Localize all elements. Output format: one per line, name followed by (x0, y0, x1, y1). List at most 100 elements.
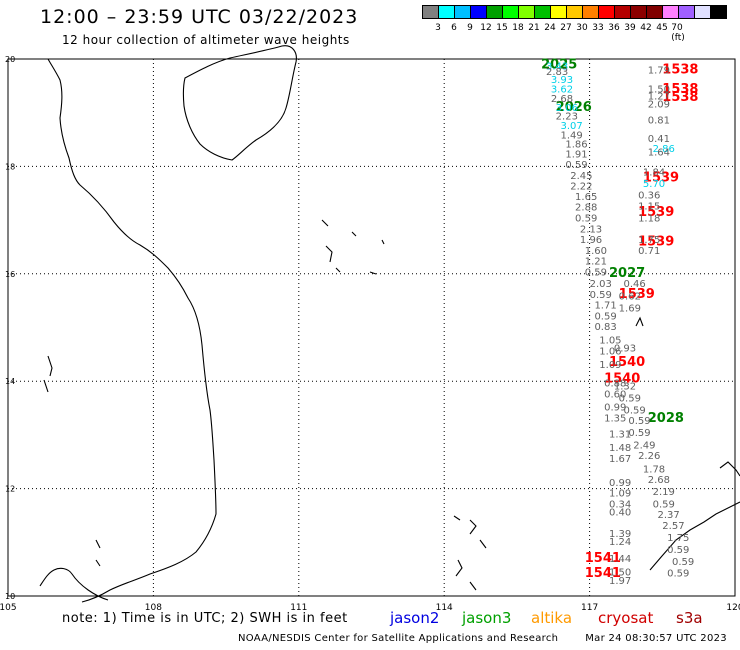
legend-label: 6 (451, 23, 457, 33)
pass-number-labels: 2025202620272028153815381538153915391539… (541, 58, 698, 582)
wave-height-value: 0.59 (565, 160, 587, 171)
wave-height-value: 3.93 (551, 75, 573, 86)
wave-height-value: 0.83 (594, 322, 616, 333)
pass-number-label: 1540 (604, 371, 640, 386)
wave-height-value: 0.59 (628, 428, 650, 439)
pass-number-label: 1538 (662, 62, 698, 77)
wave-height-value: 1.24 (609, 537, 631, 548)
wave-height-value: 0.36 (638, 191, 660, 202)
legend-label: 70 (ft) (671, 23, 685, 43)
wave-height-value: 0.59 (585, 267, 607, 278)
wave-height-value: 2.09 (648, 99, 670, 110)
pass-number-label: 1539 (619, 287, 655, 302)
wave-height-value: 3.62 (551, 84, 573, 95)
wave-height-value: 1.69 (619, 303, 641, 314)
wave-height-value: 1.86 (565, 140, 587, 151)
wave-height-value: 1.50 (609, 568, 631, 579)
wave-height-value: 3.43 (546, 62, 568, 73)
wave-height-value: 1.65 (575, 192, 597, 203)
pass-number-label: 1539 (643, 170, 679, 185)
chart-title: 12:00 – 23:59 UTC 03/22/2023 (40, 6, 359, 28)
latitude-tick-label: 18 (5, 162, 15, 171)
legend-label: 15 (496, 23, 508, 33)
wave-height-value: 0.93 (614, 344, 636, 355)
wave-height-value: 0.99 (609, 478, 631, 489)
coastline (39, 45, 740, 603)
legend-label: 42 (640, 23, 652, 33)
longitude-tick-label: 114 (436, 603, 453, 613)
philippines-coastline (43, 316, 740, 591)
wave-height-value: 1.60 (585, 246, 607, 257)
legend-label: 45 (656, 23, 668, 33)
wave-height-value: 1.75 (638, 235, 660, 246)
wave-height-value: 1.05 (599, 336, 621, 347)
wave-height-value: 1.64 (648, 148, 670, 159)
longitude-tick-label: 117 (581, 603, 598, 613)
legend-label: 18 (512, 23, 524, 33)
wave-height-value: 0.81 (648, 115, 670, 126)
wave-height-value: 3.07 (561, 121, 583, 132)
lat-lon-grid (7, 58, 736, 597)
paracel-islands (321, 219, 385, 275)
wave-height-value: 1.31 (609, 430, 631, 441)
wave-height-value: 0.40 (609, 507, 631, 518)
satellite-s3a-label: s3a (676, 609, 703, 627)
wave-height-value: 0.59 (594, 311, 616, 322)
wave-height-value: 2.83 (546, 67, 568, 78)
wave-height-value: 1.18 (638, 214, 660, 225)
wave-height-value: 2.86 (653, 144, 675, 155)
wave-height-value: 1.84 (643, 168, 665, 179)
satellite-jason2-label: jason2 (390, 609, 440, 627)
legend-label: 9 (467, 23, 473, 33)
satellite-altika-label: altika (531, 609, 573, 627)
wave-height-value: 1.49 (561, 130, 583, 141)
pass-number-label: 1538 (662, 82, 698, 97)
wave-height-value: 0.59 (575, 214, 597, 225)
wave-height-value: 2.23 (556, 112, 578, 123)
wave-height-value: 2.13 (580, 224, 602, 235)
wave-height-value: 0.34 (609, 499, 631, 510)
wave-height-value: 1.71 (594, 301, 616, 312)
wave-height-value: 0.41 (648, 134, 670, 145)
wave-height-value: 0.99 (604, 403, 626, 414)
latitude-tick-label: 14 (5, 377, 15, 386)
wave-height-value: 0.59 (667, 569, 689, 580)
wave-height-value: 1.06 (599, 346, 621, 357)
wave-height-value: 2.22 (570, 181, 592, 192)
legend-label: 27 (560, 23, 572, 33)
satellite-jason3-label: jason3 (462, 609, 512, 627)
wave-height-value: 1.91 (565, 149, 587, 160)
wave-height-value: 2.45 (570, 171, 592, 182)
wave-height-values: 3.432.833.933.622.683.062.233.071.491.86… (546, 62, 694, 587)
legend-label: 12 (480, 23, 492, 33)
wave-height-value: 1.78 (643, 464, 665, 475)
wave-height-value: 1.96 (580, 235, 602, 246)
wave-height-value: 2.26 (638, 451, 660, 462)
map-frame (7, 58, 736, 597)
wave-height-value: 1.39 (609, 529, 631, 540)
latitude-tick-label: 12 (5, 485, 15, 494)
pass-number-label: 2028 (648, 411, 684, 426)
legend-label: 21 (528, 23, 540, 33)
wave-height-value: 2.68 (551, 94, 573, 105)
wave-height-value: 0.59 (653, 499, 675, 510)
latitude-tick-label: 10 (5, 592, 15, 601)
wave-height-value: 1.75 (667, 533, 689, 544)
wave-height-value: 2.57 (662, 521, 684, 532)
legend-swatch (710, 5, 727, 19)
wave-height-value: 2.68 (648, 475, 670, 486)
wave-height-value: 1.44 (609, 554, 631, 565)
wave-height-value: 0.60 (604, 389, 626, 400)
wave-height-value: 0.71 (638, 246, 660, 257)
wave-height-value: 1.97 (609, 576, 631, 587)
wave-height-value: 2.03 (590, 279, 612, 290)
wave-height-value: 1.09 (599, 360, 621, 371)
wave-height-value: 1.15 (638, 201, 660, 212)
legend-label: 30 (576, 23, 588, 33)
gulf-coastline (39, 567, 109, 601)
wave-height-value: 1.32 (614, 381, 636, 392)
latitude-tick-label: 20 (5, 55, 15, 64)
footer-credit: NOAA/NESDIS Center for Satellite Applica… (238, 633, 727, 644)
wave-height-value: 1.48 (609, 443, 631, 454)
footer-note: note: 1) Time is in UTC; 2) SWH is in fe… (62, 611, 348, 626)
